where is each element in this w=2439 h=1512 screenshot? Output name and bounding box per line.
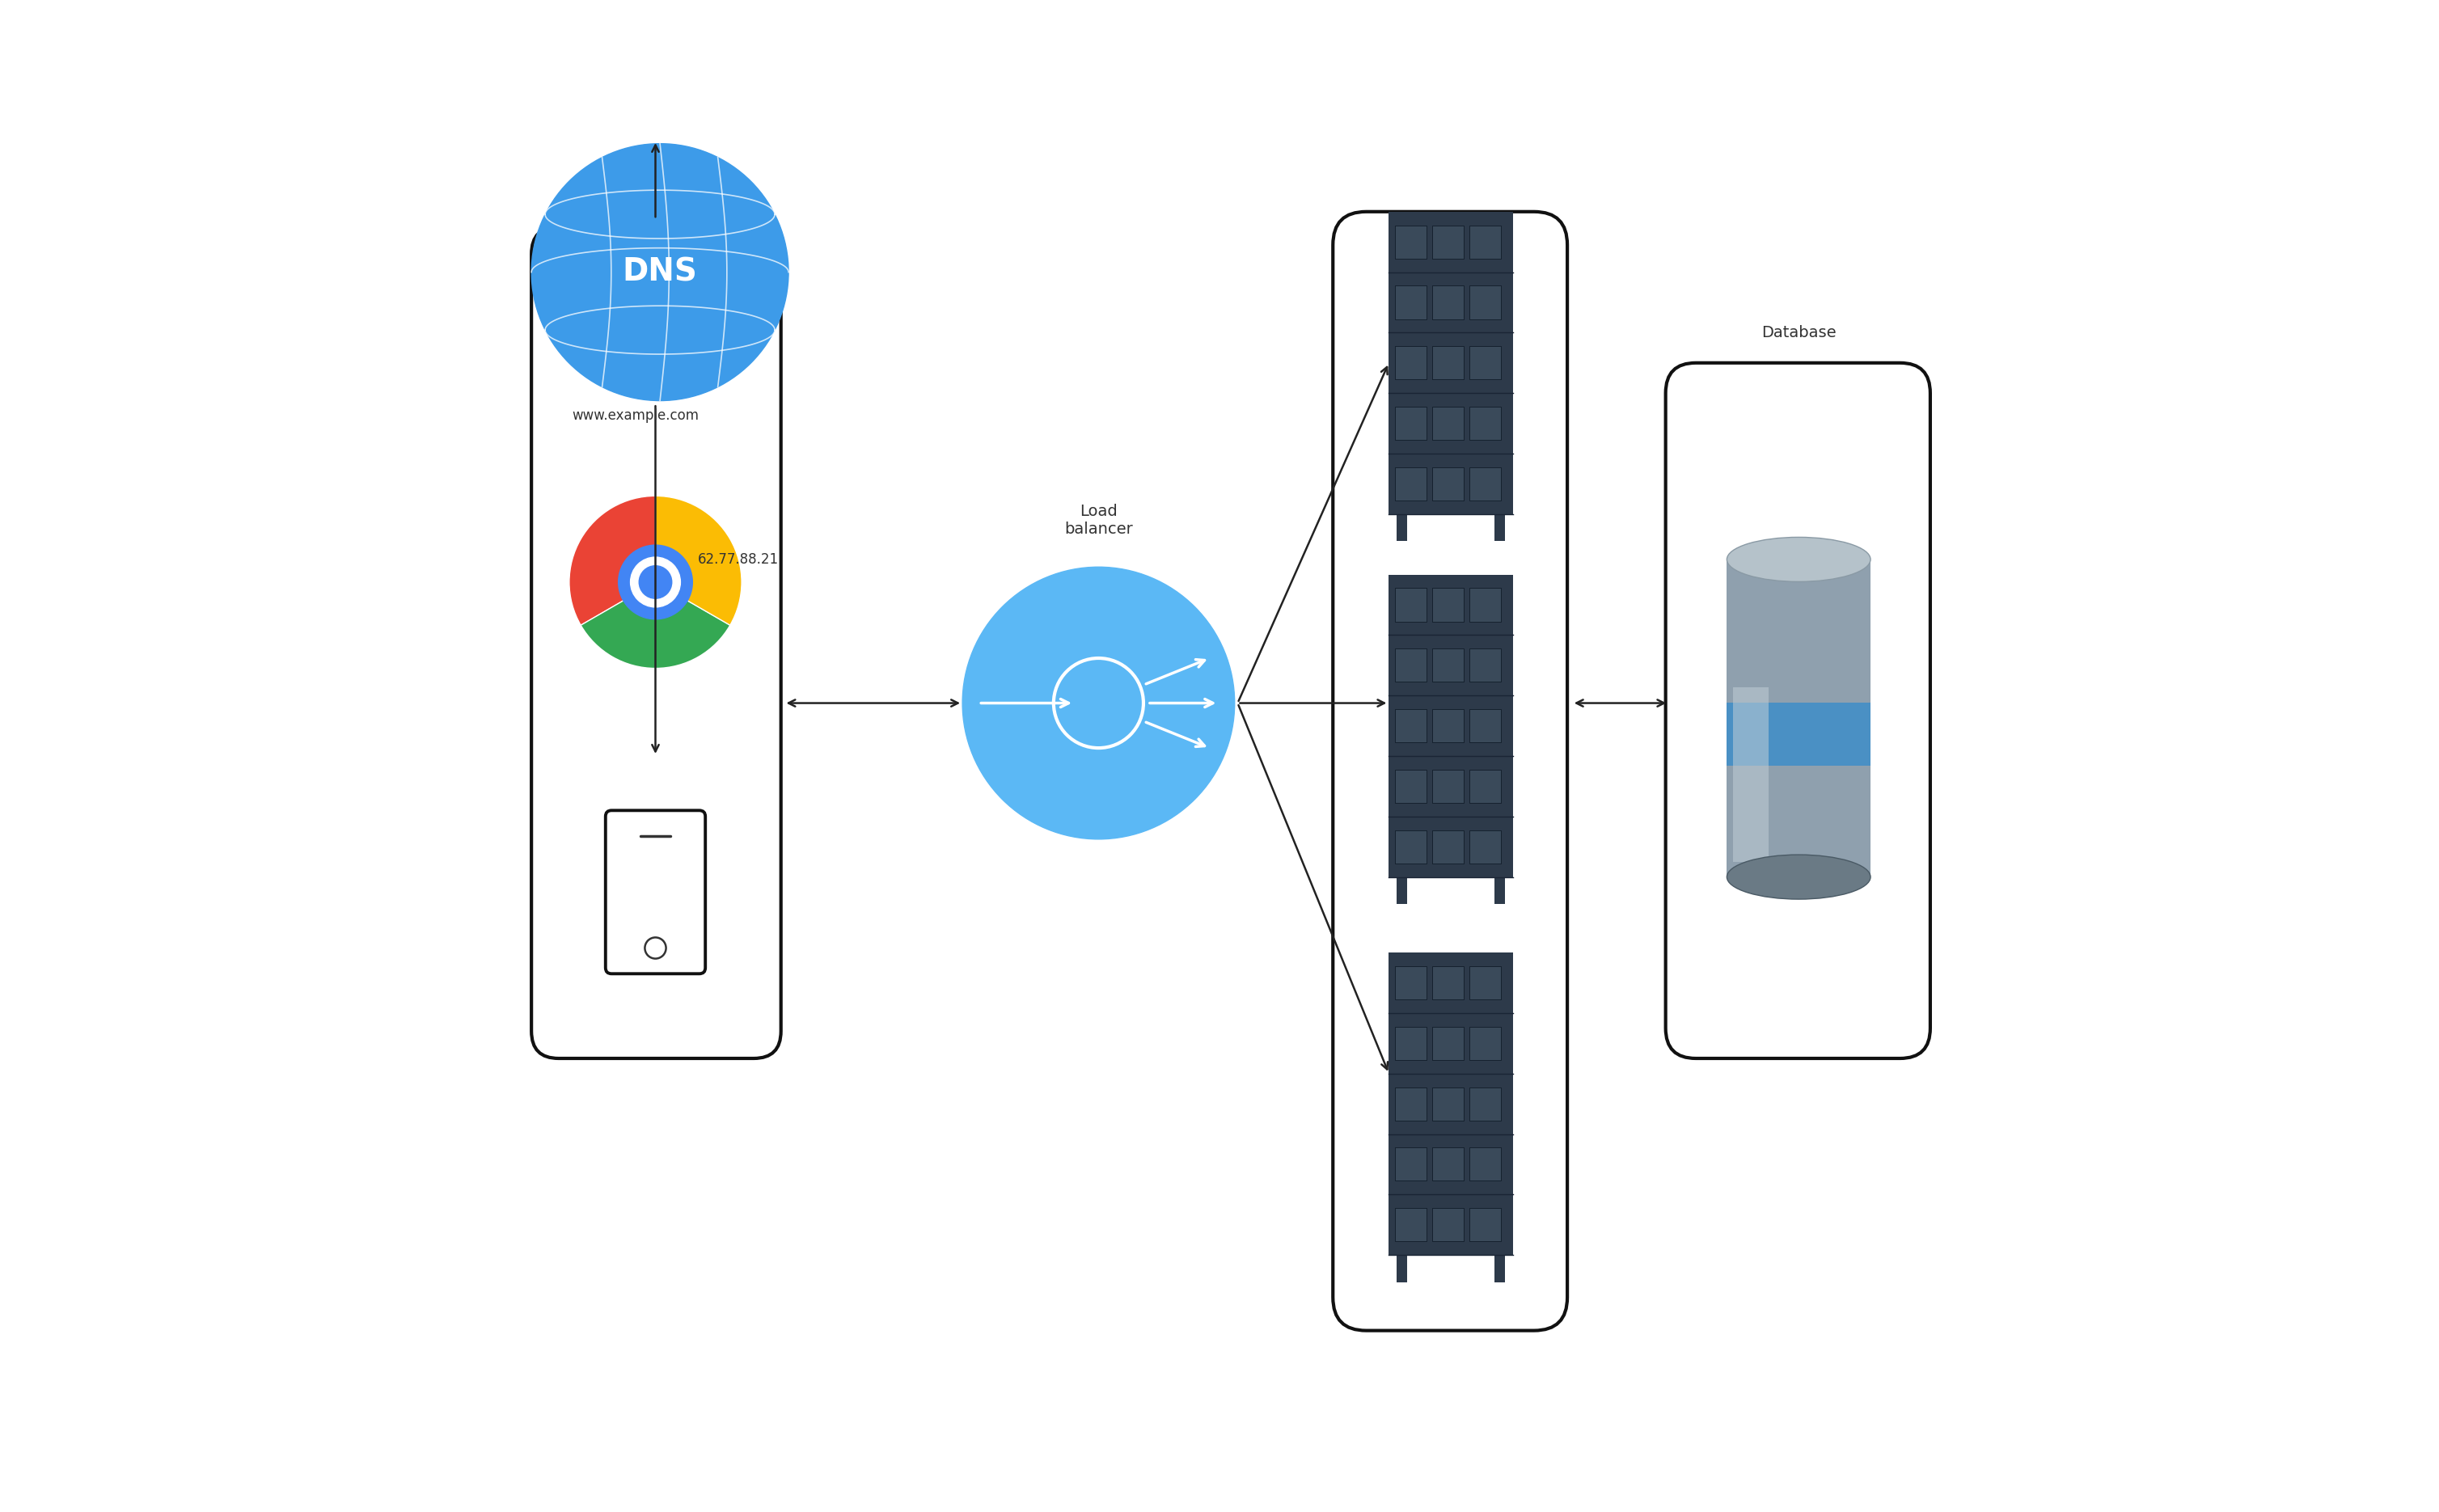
FancyBboxPatch shape	[1395, 286, 1427, 319]
FancyBboxPatch shape	[1432, 649, 1463, 682]
Ellipse shape	[1727, 854, 1871, 900]
Circle shape	[620, 544, 693, 620]
FancyBboxPatch shape	[1398, 877, 1407, 904]
FancyBboxPatch shape	[605, 810, 705, 974]
FancyBboxPatch shape	[1495, 514, 1505, 541]
FancyBboxPatch shape	[1432, 966, 1463, 999]
FancyBboxPatch shape	[1395, 1208, 1427, 1241]
FancyBboxPatch shape	[1471, 1027, 1500, 1060]
FancyBboxPatch shape	[1432, 407, 1463, 440]
FancyBboxPatch shape	[1395, 588, 1427, 621]
FancyBboxPatch shape	[1432, 830, 1463, 863]
FancyBboxPatch shape	[1471, 1148, 1500, 1181]
FancyBboxPatch shape	[1471, 966, 1500, 999]
Wedge shape	[580, 582, 729, 668]
Text: 62.77.88.21: 62.77.88.21	[698, 552, 778, 567]
FancyBboxPatch shape	[1432, 467, 1463, 500]
FancyBboxPatch shape	[1495, 1255, 1505, 1282]
Circle shape	[568, 496, 741, 668]
FancyBboxPatch shape	[1334, 212, 1568, 1331]
FancyBboxPatch shape	[532, 227, 780, 1058]
Circle shape	[532, 144, 788, 401]
FancyBboxPatch shape	[1471, 770, 1500, 803]
FancyBboxPatch shape	[1471, 467, 1500, 500]
FancyBboxPatch shape	[1471, 1208, 1500, 1241]
FancyBboxPatch shape	[1727, 702, 1871, 765]
FancyBboxPatch shape	[1395, 709, 1427, 742]
FancyBboxPatch shape	[1395, 966, 1427, 999]
Wedge shape	[568, 496, 656, 626]
FancyBboxPatch shape	[1471, 649, 1500, 682]
FancyBboxPatch shape	[1471, 588, 1500, 621]
Circle shape	[639, 565, 671, 599]
FancyBboxPatch shape	[1395, 467, 1427, 500]
FancyBboxPatch shape	[1432, 1208, 1463, 1241]
FancyBboxPatch shape	[1495, 877, 1505, 904]
FancyBboxPatch shape	[1471, 225, 1500, 259]
FancyBboxPatch shape	[1432, 1027, 1463, 1060]
FancyBboxPatch shape	[1432, 588, 1463, 621]
Text: Load
balancer: Load balancer	[1063, 503, 1132, 537]
FancyBboxPatch shape	[1432, 1148, 1463, 1181]
FancyBboxPatch shape	[1666, 363, 1929, 1058]
Circle shape	[629, 556, 680, 608]
FancyBboxPatch shape	[1388, 212, 1512, 514]
FancyBboxPatch shape	[1388, 953, 1512, 1255]
FancyBboxPatch shape	[1471, 830, 1500, 863]
FancyBboxPatch shape	[1727, 559, 1871, 877]
Text: Database: Database	[1761, 325, 1837, 340]
FancyBboxPatch shape	[1432, 709, 1463, 742]
FancyBboxPatch shape	[1471, 407, 1500, 440]
FancyBboxPatch shape	[1395, 1148, 1427, 1181]
FancyBboxPatch shape	[1395, 1027, 1427, 1060]
Circle shape	[644, 937, 666, 959]
FancyBboxPatch shape	[1432, 225, 1463, 259]
FancyBboxPatch shape	[1388, 575, 1512, 877]
FancyBboxPatch shape	[1398, 1255, 1407, 1282]
Ellipse shape	[1727, 537, 1871, 582]
FancyBboxPatch shape	[1471, 346, 1500, 380]
FancyBboxPatch shape	[1732, 686, 1768, 862]
FancyBboxPatch shape	[1432, 346, 1463, 380]
FancyBboxPatch shape	[1471, 709, 1500, 742]
Wedge shape	[656, 496, 741, 626]
FancyBboxPatch shape	[1432, 770, 1463, 803]
FancyBboxPatch shape	[1398, 514, 1407, 541]
FancyBboxPatch shape	[1395, 1087, 1427, 1120]
Text: DNS: DNS	[622, 257, 698, 287]
FancyBboxPatch shape	[1395, 649, 1427, 682]
FancyBboxPatch shape	[1395, 225, 1427, 259]
FancyBboxPatch shape	[1471, 1087, 1500, 1120]
Circle shape	[963, 567, 1234, 839]
FancyBboxPatch shape	[1432, 286, 1463, 319]
FancyBboxPatch shape	[1471, 286, 1500, 319]
FancyBboxPatch shape	[1395, 770, 1427, 803]
FancyBboxPatch shape	[1432, 1087, 1463, 1120]
FancyBboxPatch shape	[1395, 407, 1427, 440]
Text: www.example.com: www.example.com	[573, 408, 700, 423]
FancyBboxPatch shape	[1395, 346, 1427, 380]
FancyBboxPatch shape	[1395, 830, 1427, 863]
